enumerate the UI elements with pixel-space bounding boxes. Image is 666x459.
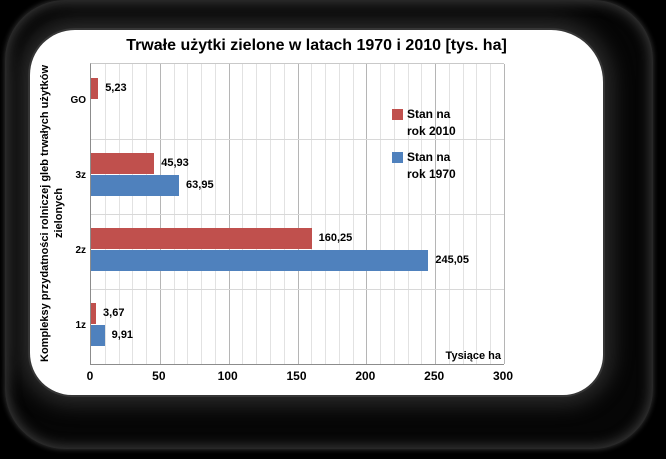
legend-swatch-icon bbox=[392, 152, 403, 163]
bar bbox=[91, 250, 429, 271]
bar bbox=[91, 78, 99, 99]
category-label: 3z bbox=[75, 169, 86, 181]
gridline-vertical bbox=[504, 64, 505, 364]
category-label: GO bbox=[70, 94, 86, 106]
bar bbox=[91, 303, 97, 324]
x-axis-tick: 100 bbox=[217, 369, 238, 383]
x-axis-tick: 50 bbox=[152, 369, 166, 383]
chart-panel: Trwałe użytki zielone w latach 1970 i 20… bbox=[30, 30, 603, 395]
bar bbox=[91, 228, 312, 249]
gridline-band-boundary bbox=[91, 139, 504, 140]
x-axis-tick: 250 bbox=[424, 369, 445, 383]
legend-label: Stan na rok 1970 bbox=[407, 150, 456, 181]
category-label: 2z bbox=[75, 244, 86, 256]
legend-item: Stan na rok 1970 bbox=[392, 149, 465, 183]
plot-area: 5,23 45,93 63,95 160,25 245,05 3,67 9,91 Tysią… bbox=[90, 63, 505, 365]
y-axis-title: Kompleksy przydatności rolniczej gleb tr… bbox=[39, 64, 65, 362]
gridline-band-boundary bbox=[91, 214, 504, 215]
value-label: 245,05 bbox=[435, 254, 469, 266]
legend: Stan na rok 2010 Stan na rok 1970 bbox=[392, 106, 465, 192]
category-label: 1z bbox=[75, 319, 86, 331]
legend-swatch-icon bbox=[392, 109, 403, 120]
legend-item: Stan na rok 2010 bbox=[392, 106, 465, 140]
value-label: 45,93 bbox=[161, 157, 189, 169]
legend-label: Stan na rok 2010 bbox=[407, 107, 456, 138]
value-label: 5,23 bbox=[105, 82, 127, 94]
x-axis-unit-label: Tysiące ha bbox=[445, 350, 501, 362]
chart-title: Trwałe użytki zielone w latach 1970 i 20… bbox=[126, 37, 507, 54]
gridline-band-boundary bbox=[91, 289, 504, 290]
bar bbox=[91, 153, 155, 174]
x-axis-tick: 200 bbox=[355, 369, 376, 383]
value-label: 3,67 bbox=[103, 307, 125, 319]
value-label: 9,91 bbox=[111, 329, 134, 341]
bar bbox=[91, 325, 105, 346]
x-axis-tick: 0 bbox=[86, 369, 94, 383]
value-label: 63,95 bbox=[186, 179, 214, 191]
x-axis-tick: 300 bbox=[492, 369, 514, 383]
bar bbox=[91, 175, 180, 196]
x-axis-tick: 150 bbox=[286, 369, 307, 383]
value-label: 160,25 bbox=[318, 232, 353, 244]
